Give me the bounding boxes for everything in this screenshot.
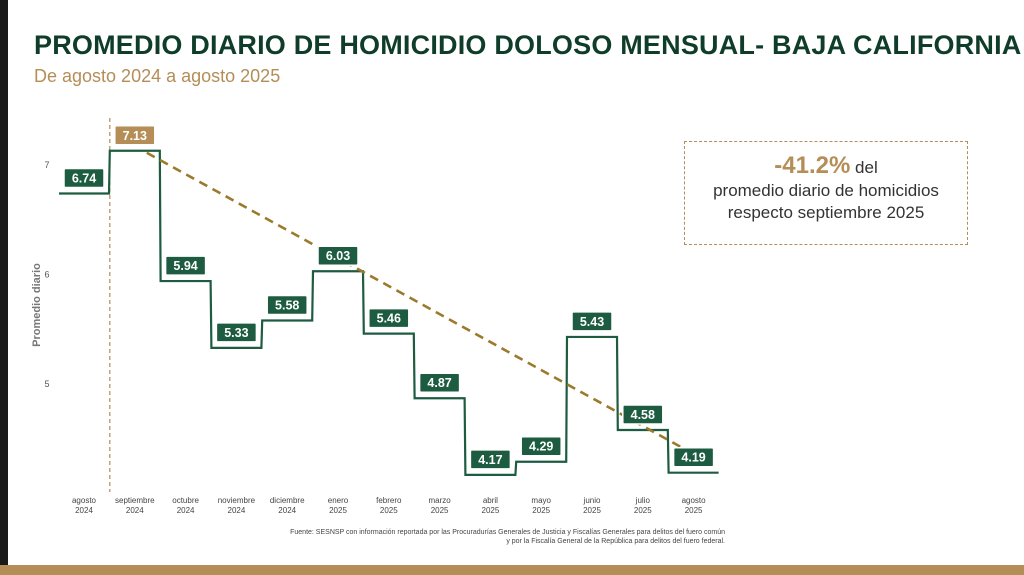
x-tick-month: noviembre <box>218 496 256 505</box>
x-tick-year: 2025 <box>583 506 601 515</box>
page-subtitle: De agosto 2024 a agosto 2025 <box>34 66 281 86</box>
data-label-box <box>164 255 207 276</box>
source-note: Fuente: SESNSP con información reportada… <box>150 528 725 546</box>
data-label: 4.19 <box>681 451 705 465</box>
x-tick-year: 2025 <box>532 506 550 515</box>
x-tick-year: 2024 <box>228 506 246 515</box>
x-tick-year: 2024 <box>278 506 296 515</box>
trend-line <box>146 151 689 452</box>
x-tick-year: 2025 <box>634 506 652 515</box>
data-label-box <box>368 307 410 329</box>
x-tick-month: febrero <box>376 496 402 505</box>
data-label: 5.58 <box>275 298 299 312</box>
x-tick-month: septiembre <box>115 496 155 505</box>
data-label: 4.58 <box>631 408 655 422</box>
data-label-box <box>63 167 105 189</box>
x-tick-year: 2025 <box>685 506 703 515</box>
x-tick-year: 2025 <box>431 506 449 515</box>
x-tick-year: 2025 <box>329 506 347 515</box>
callout-line-2: promedio diario de homicidios <box>713 181 939 200</box>
x-tick-month: junio <box>583 496 601 505</box>
data-label: 4.17 <box>478 453 502 467</box>
page-title: PROMEDIO DIARIO DE HOMICIDIO DOLOSO MENS… <box>34 30 1022 60</box>
data-label: 5.46 <box>377 312 401 326</box>
y-tick-label: 6 <box>44 270 49 280</box>
data-label-box <box>418 372 461 393</box>
x-tick-month: abril <box>483 496 498 505</box>
x-tick-month: enero <box>328 496 349 505</box>
source-line-1: Fuente: SESNSP con información reportada… <box>290 529 725 536</box>
x-tick-month: agosto <box>682 496 707 505</box>
data-label: 7.13 <box>123 129 147 143</box>
data-label: 4.29 <box>529 440 553 454</box>
x-tick-year: 2024 <box>75 506 93 515</box>
x-tick-month: julio <box>635 496 651 505</box>
data-label-box <box>571 311 613 332</box>
data-label: 6.74 <box>72 171 96 185</box>
data-label: 4.87 <box>427 376 451 390</box>
x-tick-year: 2024 <box>177 506 195 515</box>
x-tick-month: diciembre <box>270 496 305 505</box>
callout-pct-suffix: del <box>850 158 878 177</box>
callout-line-3: respecto septiembre 2025 <box>727 203 925 222</box>
data-label-box <box>622 404 664 425</box>
data-label: 5.33 <box>224 326 248 340</box>
left-edge-bar <box>0 0 8 575</box>
x-tick-month: octubre <box>172 496 199 505</box>
bottom-band <box>0 565 1024 575</box>
x-tick-year: 2025 <box>482 506 500 515</box>
data-label-box <box>266 294 308 316</box>
y-axis-label: Promedio diario <box>31 263 43 347</box>
data-label-box <box>215 322 258 343</box>
callout-box: -41.2% del promedio diario de homicidios… <box>684 141 968 245</box>
data-label-box <box>672 446 715 468</box>
x-tick-year: 2025 <box>380 506 398 515</box>
x-tick-month: marzo <box>428 496 451 505</box>
data-label-box <box>469 449 512 470</box>
callout-line-1: -41.2% del <box>685 152 967 180</box>
x-tick-month: agosto <box>72 496 97 505</box>
callout-percentage: -41.2% <box>774 152 851 179</box>
y-tick-label: 5 <box>44 379 49 389</box>
source-line-2: y por la Fiscalía General de la Repúblic… <box>506 538 725 545</box>
data-label-box <box>114 125 156 146</box>
data-label: 5.94 <box>173 259 197 273</box>
x-tick-month: mayo <box>531 496 551 505</box>
data-label-box <box>520 435 562 457</box>
data-label: 5.43 <box>580 315 604 329</box>
series-step-line <box>59 149 719 476</box>
data-label-box <box>317 245 359 266</box>
x-tick-year: 2024 <box>126 506 144 515</box>
y-tick-label: 7 <box>44 160 49 170</box>
data-label: 6.03 <box>326 249 350 263</box>
